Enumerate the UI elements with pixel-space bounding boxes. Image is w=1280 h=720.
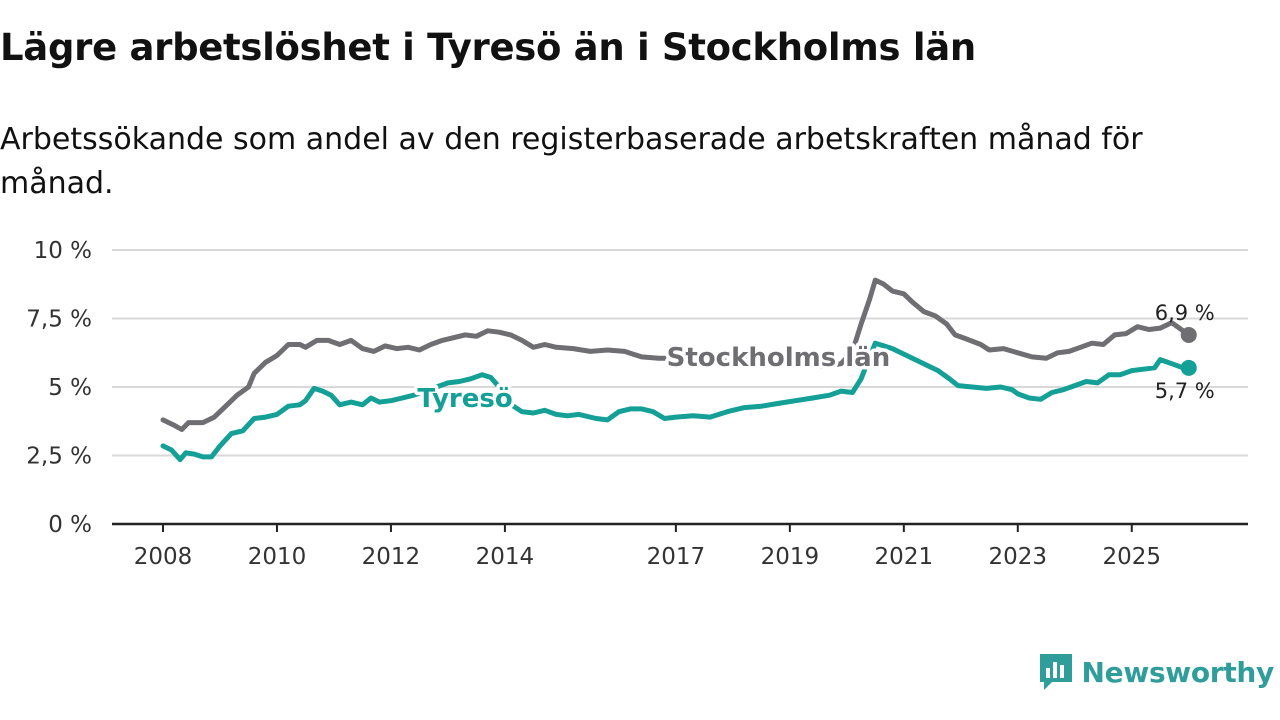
y-tick-label: 7,5 % [26,307,92,333]
x-axis: 2008 2010 2012 2014 2017 2019 2021 2023 2025 [112,522,1248,570]
y-tick-label: 5 % [48,375,92,401]
series-line-tyres- [160,340,1192,463]
series-lines [160,277,1197,463]
end-value-label-tyres-: 5,7 % [1155,379,1215,403]
chart-title: Lägre arbetslöshet i Tyresö än i Stockho… [0,26,976,69]
newsworthy-brand: Newsworthy [1038,652,1274,692]
x-tick-label: 2014 [476,544,535,570]
end-value-label-stockholms-l-n: 6,9 % [1155,301,1215,325]
series-end-marker-stockholms-l-n [1180,326,1197,343]
y-axis-ticks: 0 % 2,5 % 5 % 7,5 % 10 % [26,238,92,538]
y-tick-label: 0 % [48,512,92,538]
y-tick-label: 10 % [34,238,92,264]
x-tick-label: 2019 [761,544,820,570]
series-end-marker-tyres- [1180,359,1197,376]
x-tick-label: 2023 [989,544,1048,570]
brand-name: Newsworthy [1081,655,1275,689]
x-tick-label: 2021 [875,544,934,570]
newsworthy-logo-icon [1039,654,1072,690]
x-tick-label: 2012 [362,544,421,570]
gridlines [112,249,1248,457]
series-name-label-stockholms-l-n: Stockholms län [667,343,891,373]
x-tick-label: 2017 [647,544,706,570]
series-line-stockholms-l-n [160,277,1192,432]
series-name-label-tyres-: Tyresö [417,384,512,414]
chart-subtitle: Arbetssökande som andel av den registerb… [0,122,1143,201]
y-tick-label: 2,5 % [26,444,92,470]
x-tick-label: 2010 [248,544,307,570]
series-labels: 6,9 % 5,7 % Stockholms län Tyresö [414,301,1215,418]
x-tick-label: 2008 [134,544,193,570]
x-tick-label: 2025 [1102,544,1161,570]
